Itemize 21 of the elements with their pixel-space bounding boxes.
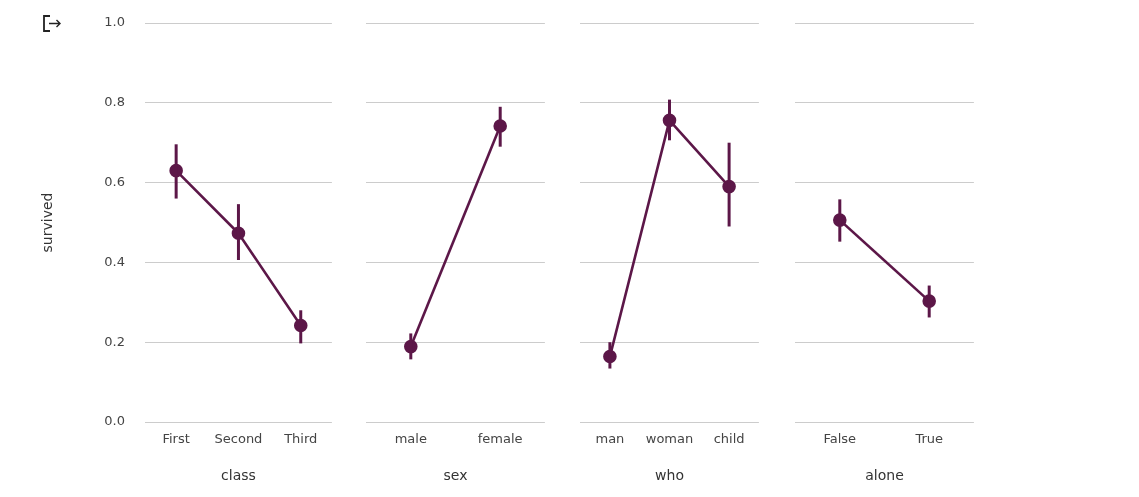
y-tick-label: 1.0	[104, 14, 125, 30]
x-axis-title: class	[221, 467, 256, 484]
y-tick-label: 0.0	[104, 413, 125, 429]
x-tick-label: man	[595, 431, 625, 447]
x-tick-label: male	[394, 431, 427, 447]
x-tick-label: child	[713, 431, 745, 447]
x-tick-label: female	[477, 431, 523, 447]
x-axis-title: sex	[443, 467, 468, 484]
x-axis-title: alone	[865, 467, 904, 484]
y-tick-label: 0.4	[104, 253, 125, 269]
y-tick-label: 0.2	[104, 333, 125, 349]
x-tick-label: Third	[283, 431, 318, 447]
x-tick-label: Second	[214, 431, 263, 447]
x-tick-label: woman	[645, 431, 694, 447]
y-tick-label: 0.6	[104, 173, 125, 189]
x-axis-title: who	[655, 467, 684, 484]
y-axis-title: survived	[39, 192, 56, 253]
x-tick-label: False	[823, 431, 857, 447]
y-tick-label: 0.8	[104, 94, 125, 110]
x-tick-label: First	[162, 431, 190, 447]
x-tick-label: True	[914, 431, 944, 447]
